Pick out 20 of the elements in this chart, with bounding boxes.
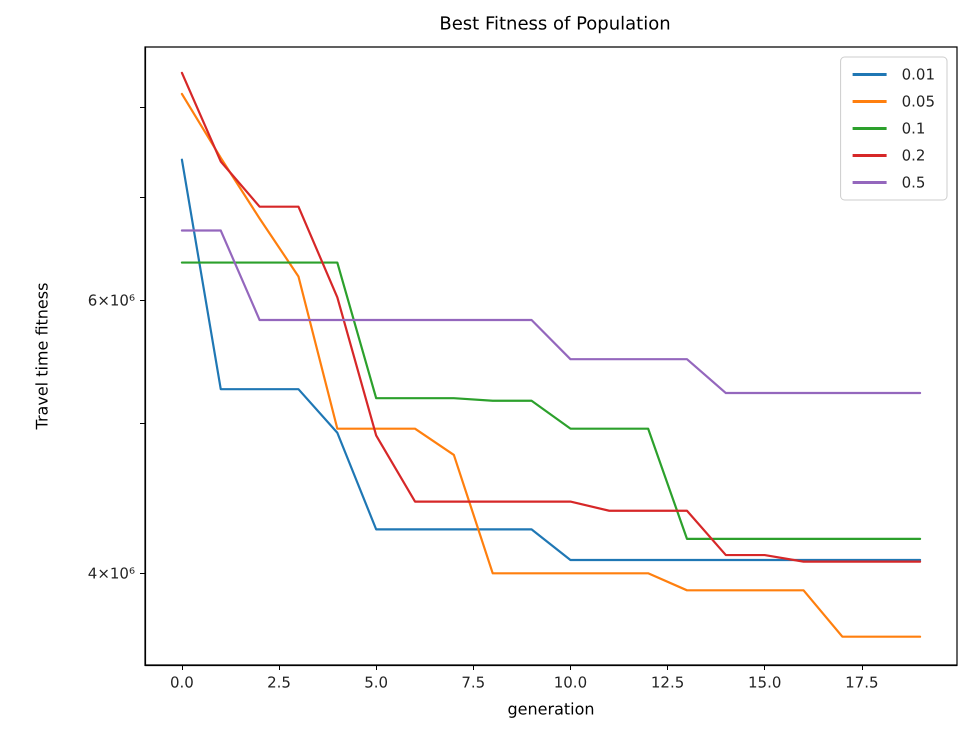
x-axis-title: generation — [507, 700, 595, 718]
line-series — [180, 229, 922, 394]
x-tick-label: 7.5 — [461, 674, 486, 692]
chart-title: Best Fitness of Population — [439, 14, 671, 34]
legend-label: 0.5 — [902, 174, 926, 192]
x-tick-label: 2.5 — [267, 674, 291, 692]
x-tick-label: 5.0 — [364, 674, 388, 692]
line-series — [180, 261, 922, 540]
x-tick-label: 15.0 — [748, 674, 782, 692]
x-tick-label: 12.5 — [650, 674, 684, 692]
x-tick-label: 10.0 — [554, 674, 588, 692]
legend-label: 0.1 — [902, 120, 926, 138]
legend-label: 0.2 — [902, 146, 926, 164]
legend-label: 0.01 — [902, 66, 936, 84]
x-tick-label: 17.5 — [845, 674, 879, 692]
y-axis-title: Travel time fitness — [32, 282, 52, 430]
y-tick-label: 4×10⁶ — [88, 564, 135, 582]
y-tick-label: 6×10⁶ — [88, 292, 135, 310]
legend-label: 0.05 — [902, 92, 936, 110]
x-tick-label: 0.0 — [170, 674, 194, 692]
